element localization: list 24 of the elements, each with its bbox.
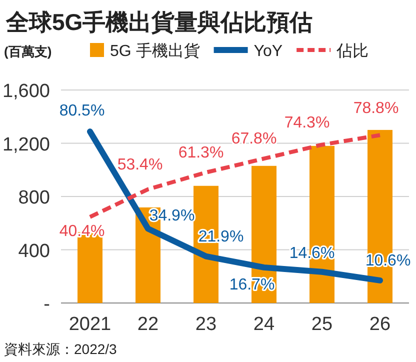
data-label: 67.8%	[231, 130, 277, 148]
x-tick-label: 26	[369, 314, 391, 335]
x-tick-label: 22	[137, 314, 159, 335]
y-axis-title: (百萬支)	[4, 44, 52, 59]
data-label: 78.8%	[353, 100, 399, 118]
data-label: 80.5%	[59, 102, 105, 120]
legend-label: YoY	[254, 43, 283, 60]
data-label: 74.3%	[284, 114, 330, 132]
y-tick-label: 1,200	[2, 134, 50, 156]
y-tick-label: -	[44, 294, 50, 315]
data-label: 61.3%	[178, 144, 224, 162]
chart-title: 全球5G手機出貨量與佔比預估	[5, 9, 313, 35]
legend-label: 5G 手機出貨	[110, 42, 200, 60]
source-note: 資料來源：2022/3	[4, 341, 118, 357]
x-tick-label: 2021	[68, 314, 112, 335]
y-tick-label: 1,600	[2, 81, 50, 102]
y-tick-label: 800	[18, 188, 50, 208]
y-tick-label: 400	[18, 240, 50, 262]
x-tick-label: 25	[311, 314, 333, 335]
x-tick-label: 24	[253, 314, 275, 335]
x-tick-label: 23	[195, 314, 217, 335]
data-label: 53.4%	[117, 156, 163, 174]
data-label: 40.4%	[59, 222, 105, 240]
legend-label: 佔比	[336, 42, 369, 60]
